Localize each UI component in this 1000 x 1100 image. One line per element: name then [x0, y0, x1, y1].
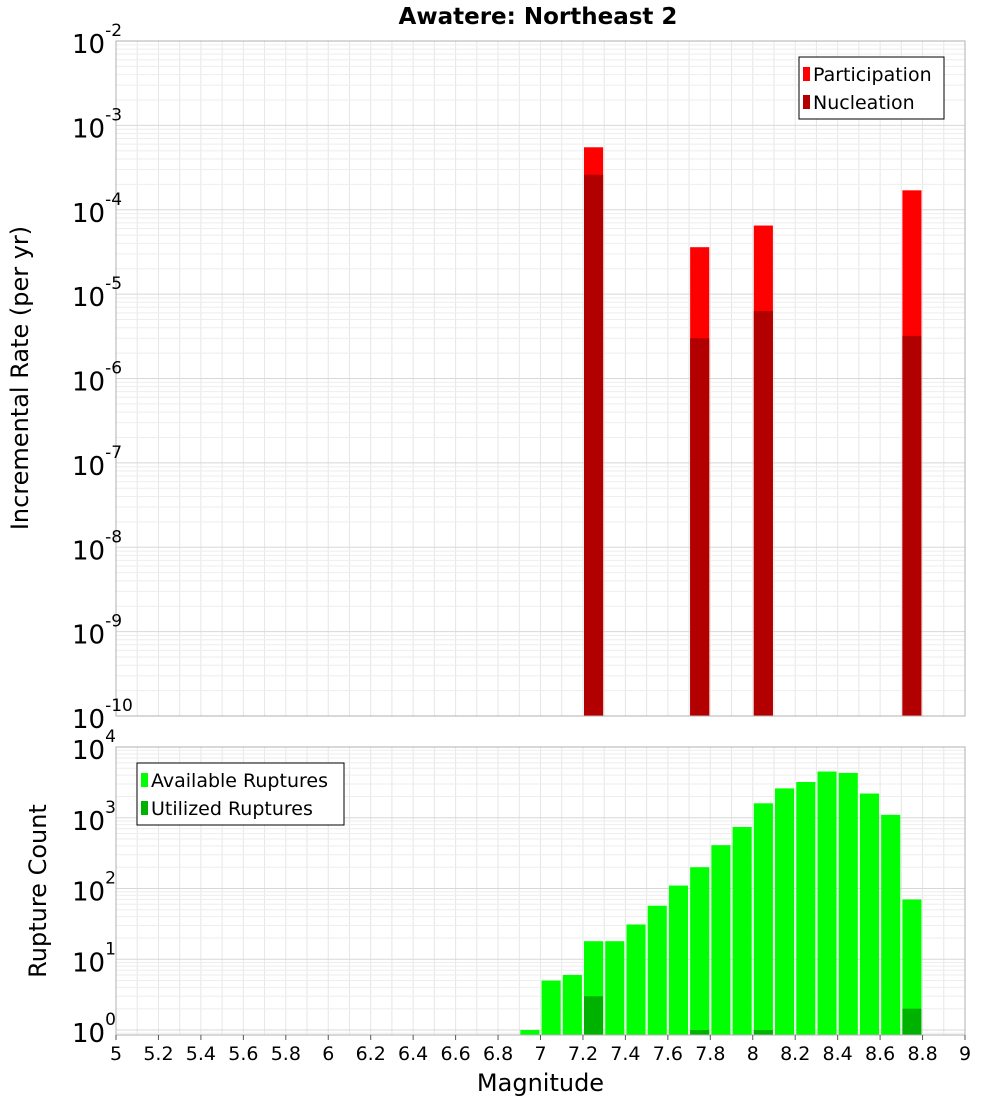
bar-nucleation: [902, 335, 922, 716]
x-tick-label: 5.2: [143, 1043, 173, 1065]
bar-available-ruptures: [817, 771, 837, 1035]
bar-available-ruptures: [775, 788, 795, 1035]
bar-nucleation: [690, 338, 710, 716]
legend-label: Nucleation: [813, 92, 915, 114]
x-tick-label: 8.6: [865, 1043, 895, 1065]
legend-label: Utilized Ruptures: [151, 798, 313, 820]
legend-swatch: [141, 773, 148, 787]
bar-available-ruptures: [796, 782, 816, 1035]
bar-utilized-ruptures: [584, 996, 604, 1035]
y-tick-label: 102: [72, 869, 116, 908]
x-tick-label: 6.2: [356, 1043, 386, 1065]
x-tick-label: 7.4: [610, 1043, 640, 1065]
x-tick-label: 5.8: [271, 1043, 301, 1065]
bar-utilized-ruptures: [753, 1030, 773, 1035]
y-tick-label: 10-7: [72, 443, 122, 482]
x-tick-label: 8.8: [907, 1043, 937, 1065]
x-tick-label: 8: [747, 1043, 759, 1065]
bar-available-ruptures: [753, 803, 773, 1035]
y-tick-label: 10-3: [72, 105, 122, 144]
bar-available-ruptures: [520, 1030, 540, 1035]
x-tick-label: 7.2: [568, 1043, 598, 1065]
bar-available-ruptures: [881, 814, 901, 1035]
legend-swatch: [141, 801, 148, 815]
bar-nucleation: [753, 311, 773, 716]
y-tick-label: 10-9: [72, 612, 122, 651]
bar-available-ruptures: [902, 899, 922, 1035]
bar-available-ruptures: [690, 867, 710, 1035]
x-tick-label: 6.6: [440, 1043, 470, 1065]
x-tick-label: 5.6: [228, 1043, 258, 1065]
x-tick-label: 5: [110, 1043, 122, 1065]
y-tick-label: 10-8: [72, 527, 122, 566]
y-tick-label: 101: [72, 939, 116, 978]
y-tick-label: 10-2: [72, 21, 122, 60]
bar-utilized-ruptures: [690, 1030, 710, 1035]
y-tick-label: 100: [72, 1010, 116, 1049]
x-tick-label: 7.6: [653, 1043, 683, 1065]
x-tick-label: 6.8: [483, 1043, 513, 1065]
y-tick-label: 10-5: [72, 274, 122, 313]
legend-swatch: [803, 95, 810, 109]
legend-box: [136, 762, 345, 826]
bar-available-ruptures: [541, 980, 561, 1035]
bar-utilized-ruptures: [902, 1008, 922, 1035]
bar-available-ruptures: [626, 924, 646, 1035]
x-tick-label: 5.4: [186, 1043, 216, 1065]
x-tick-label: 7.8: [695, 1043, 725, 1065]
bar-available-ruptures: [562, 974, 582, 1035]
bar-available-ruptures: [732, 827, 752, 1035]
x-axis-label: Magnitude: [477, 1069, 604, 1097]
y-tick-label: 104: [72, 727, 116, 766]
bar-available-ruptures: [647, 905, 667, 1035]
plot-frame: [115, 40, 966, 717]
x-tick-label: 9: [959, 1043, 971, 1065]
legend-box: [798, 56, 945, 120]
legend: Available Ruptures Utilized Ruptures: [136, 762, 345, 826]
bottom-panel: 100 101 102 103 104 Rupture Count 5 5.2 5.4 5.6 5.…: [24, 727, 971, 1097]
y-axis-label: Incremental Rate (per yr): [6, 226, 34, 530]
bar-nucleation: [584, 174, 604, 716]
x-tick-label: 7: [534, 1043, 546, 1065]
bar-available-ruptures: [605, 941, 625, 1035]
y-tick-label: 10-6: [72, 359, 122, 398]
y-tick-label: 10-4: [72, 190, 122, 229]
bar-available-ruptures: [711, 845, 731, 1035]
legend-label: Available Ruptures: [151, 770, 328, 792]
bar-available-ruptures: [668, 885, 689, 1035]
x-tick-label: 6.4: [398, 1043, 428, 1065]
legend: Participation Nucleation: [798, 56, 945, 120]
x-tick-label: 8.2: [780, 1043, 810, 1065]
bar-available-ruptures: [838, 772, 858, 1035]
y-axis-label: Rupture Count: [24, 804, 52, 978]
y-tick-label: 103: [72, 798, 116, 837]
y-tick-label: 10-10: [72, 696, 133, 735]
legend-label: Participation: [813, 64, 932, 86]
legend-swatch: [803, 67, 810, 81]
chart-title: Awatere: Northeast 2: [399, 4, 678, 30]
x-tick-label: 6: [322, 1043, 334, 1065]
top-panel: 10-10 10-9 10-8 10-7 10-6 10-5 10-4 10-3 10-2 Inc…: [6, 21, 966, 735]
bar-available-ruptures: [859, 793, 880, 1035]
x-tick-label: 8.4: [823, 1043, 853, 1065]
